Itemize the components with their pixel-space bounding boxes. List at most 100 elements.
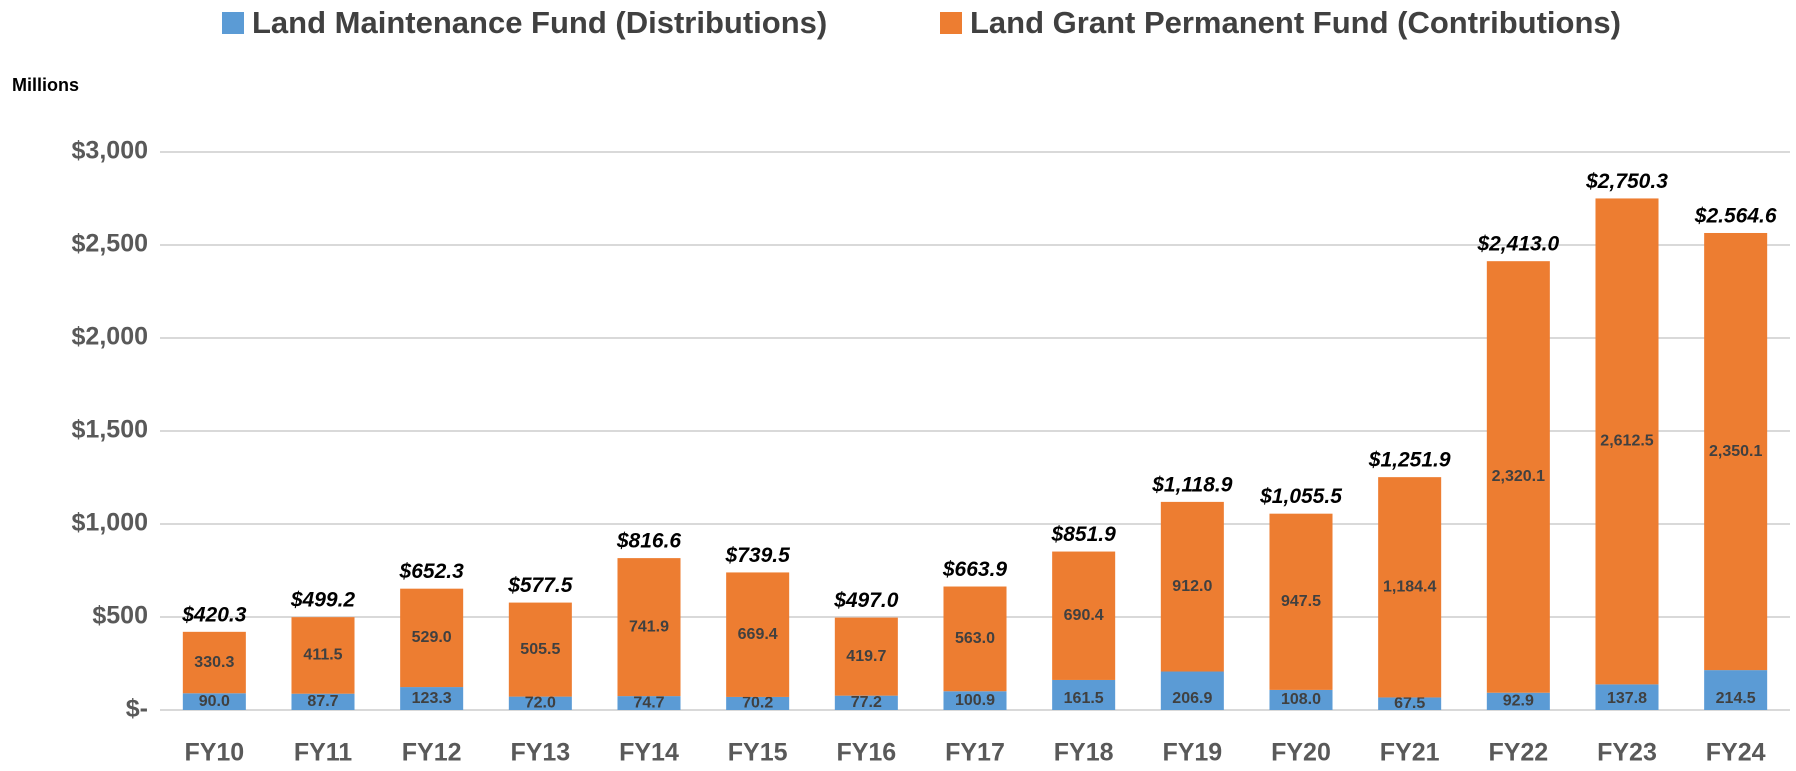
bar-segment [1704, 670, 1768, 710]
x-tick-label: FY12 [402, 739, 462, 767]
x-tick-label: FY23 [1597, 739, 1657, 767]
bar-segment [1160, 671, 1224, 710]
bar-segment [508, 696, 572, 710]
bar-segment [182, 693, 246, 710]
total-label: $2,750.3 [1585, 170, 1668, 193]
total-label: $497.0 [833, 589, 899, 612]
x-tick-label: FY18 [1054, 739, 1114, 767]
data-label: 161.5 [1064, 690, 1104, 707]
bar-segment [617, 696, 681, 710]
bar-segment [834, 695, 898, 710]
data-label: 2,350.1 [1709, 443, 1762, 460]
y-tick-label: $1,500 [72, 416, 148, 444]
x-tick-label: FY16 [836, 739, 896, 767]
total-label: $663.9 [942, 558, 1008, 581]
data-label: 563.0 [955, 630, 995, 647]
bar-segment [726, 696, 790, 710]
total-label: $499.2 [290, 589, 356, 612]
bar-segment [834, 617, 898, 696]
bar-segment [1486, 692, 1550, 710]
data-label: 67.5 [1394, 695, 1425, 712]
total-label: $851.9 [1051, 523, 1117, 546]
x-tick-label: FY13 [510, 739, 570, 767]
data-label: 419.7 [846, 648, 886, 665]
bar-segment [400, 687, 464, 710]
bar-segment [943, 691, 1007, 710]
data-label: 74.7 [633, 694, 664, 711]
x-tick-label: FY20 [1271, 739, 1331, 767]
data-label: 741.9 [629, 618, 669, 635]
data-label: 72.0 [525, 695, 556, 712]
bar-segment [617, 558, 681, 697]
bar-segment [508, 602, 572, 697]
data-label: 1,184.4 [1383, 579, 1436, 596]
x-tick-label: FY15 [728, 739, 788, 767]
data-label: 947.5 [1281, 593, 1321, 610]
x-tick-label: FY17 [945, 739, 1005, 767]
x-tick-label: FY24 [1706, 739, 1766, 767]
y-tick-label: $500 [92, 602, 148, 630]
bar-segment [1378, 477, 1442, 698]
x-tick-label: FY10 [184, 739, 244, 767]
data-label: 330.3 [194, 654, 234, 671]
y-axis-label: Millions [12, 75, 79, 95]
bar-segment [1269, 689, 1333, 710]
total-label: $2,413.0 [1476, 233, 1559, 256]
bar-segment [1269, 513, 1333, 690]
legend-label: Land Maintenance Fund (Distributions) [252, 5, 827, 40]
data-label: 669.4 [738, 626, 778, 643]
data-label: 70.2 [742, 695, 773, 712]
data-label: 90.0 [199, 693, 230, 710]
data-label: 505.5 [520, 641, 560, 658]
bar-segment [1704, 232, 1768, 671]
data-label: 92.9 [1503, 693, 1534, 710]
x-tick-label: FY14 [619, 739, 679, 767]
data-label: 690.4 [1064, 607, 1104, 624]
data-label: 87.7 [307, 693, 338, 710]
total-label: $652.3 [399, 560, 465, 583]
data-label: 206.9 [1172, 690, 1212, 707]
data-label: 214.5 [1716, 690, 1756, 707]
data-label: 529.0 [412, 629, 452, 646]
bar-segment [1160, 501, 1224, 672]
bar-segment [726, 572, 790, 697]
x-tick-label: FY22 [1488, 739, 1548, 767]
bar-segment [1052, 679, 1116, 710]
bar-segment [1595, 684, 1659, 710]
data-label: 2,612.5 [1600, 433, 1653, 450]
total-label: $739.5 [725, 544, 791, 567]
data-label: 77.2 [851, 694, 882, 711]
total-label: $1,251.9 [1368, 449, 1451, 472]
total-label: $816.6 [616, 530, 682, 553]
bar-segment [291, 693, 355, 710]
legend-swatch [940, 12, 962, 34]
total-label: $2.564.6 [1694, 205, 1777, 228]
y-tick-label: $2,500 [72, 230, 148, 258]
total-label: $577.5 [507, 574, 573, 597]
bar-segment [1052, 551, 1116, 680]
x-tick-label: FY11 [294, 739, 352, 767]
bar-segment [1595, 198, 1659, 685]
y-tick-label: $3,000 [72, 137, 148, 165]
x-tick-label: FY19 [1162, 739, 1222, 767]
legend-label: Land Grant Permanent Fund (Contributions… [970, 5, 1621, 40]
data-label: 100.9 [955, 692, 995, 709]
bar-segment [291, 617, 355, 694]
total-label: $1,055.5 [1259, 485, 1342, 508]
bar-segment [1486, 261, 1550, 693]
y-tick-label: $- [126, 695, 148, 723]
bar-segment [400, 588, 464, 688]
x-tick-label: FY21 [1380, 739, 1440, 767]
data-label: 108.0 [1281, 691, 1321, 708]
data-label: 123.3 [412, 690, 452, 707]
bar-segment [1378, 697, 1442, 710]
data-label: 411.5 [303, 647, 342, 664]
data-label: 137.8 [1607, 690, 1647, 707]
bar-segment [943, 586, 1007, 692]
data-label: 912.0 [1172, 578, 1212, 595]
y-tick-label: $1,000 [72, 509, 148, 537]
total-label: $1,118.9 [1151, 473, 1233, 496]
data-label: 2,320.1 [1492, 468, 1545, 485]
y-tick-label: $2,000 [72, 323, 148, 351]
